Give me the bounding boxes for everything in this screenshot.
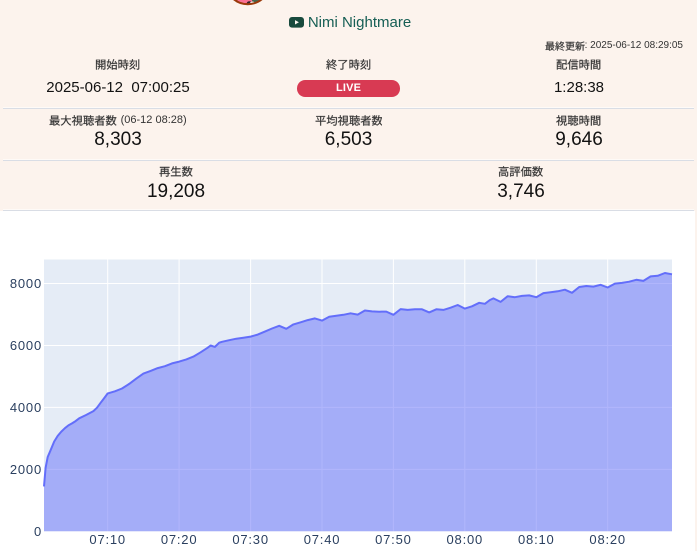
svg-text:08:00: 08:00 bbox=[447, 532, 484, 547]
svg-text:07:50: 07:50 bbox=[375, 532, 412, 547]
svg-text:07:30: 07:30 bbox=[232, 532, 269, 547]
svg-text:07:40: 07:40 bbox=[304, 532, 341, 547]
svg-text:08:20: 08:20 bbox=[589, 532, 626, 547]
svg-text:4000: 4000 bbox=[10, 400, 42, 415]
svg-text:6000: 6000 bbox=[10, 338, 42, 353]
svg-text:8000: 8000 bbox=[10, 276, 42, 291]
svg-text:08:10: 08:10 bbox=[518, 532, 555, 547]
svg-text:2000: 2000 bbox=[10, 462, 42, 477]
svg-text:07:10: 07:10 bbox=[89, 532, 126, 547]
svg-text:0: 0 bbox=[34, 524, 42, 539]
svg-text:07:20: 07:20 bbox=[161, 532, 198, 547]
